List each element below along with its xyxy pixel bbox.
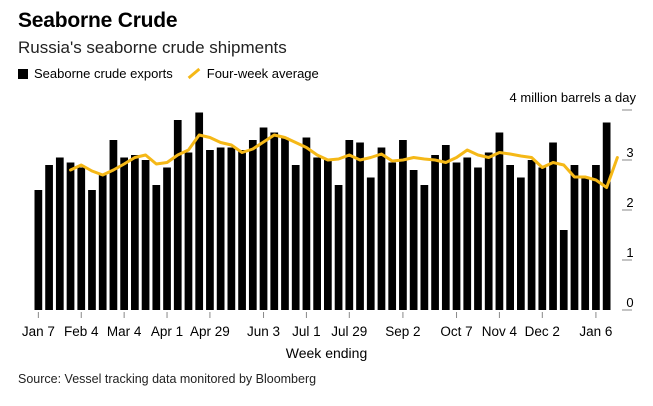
x-axis-title: Week ending: [285, 345, 368, 361]
export-bar: [452, 162, 461, 310]
export-bar: [302, 137, 311, 310]
x-tick-label: Dec 2: [525, 324, 560, 339]
export-bar: [163, 167, 171, 310]
export-bar: [66, 162, 75, 310]
export-bar: [248, 140, 257, 310]
export-bar: [334, 185, 343, 310]
x-tick-label: Jun 3: [247, 324, 280, 339]
y-tick-label: 1: [626, 245, 633, 260]
export-bar: [324, 160, 332, 310]
legend: Seaborne crude exports Four-week average: [18, 66, 319, 81]
export-bar: [506, 165, 514, 310]
export-bar: [377, 147, 386, 310]
export-bar: [527, 160, 536, 310]
export-bar: [474, 167, 482, 310]
x-tick-label: Sep 2: [385, 324, 420, 339]
export-bar: [409, 170, 418, 310]
bar-legend-swatch: [18, 68, 28, 79]
source-note: Source: Vessel tracking data monitored b…: [18, 372, 317, 386]
x-tick-label: Jan 6: [579, 324, 612, 339]
export-bar: [420, 185, 429, 310]
export-bar: [431, 155, 439, 310]
x-tick-label: Feb 4: [64, 324, 99, 339]
export-bar: [538, 167, 547, 310]
x-tick-label: Jan 7: [22, 324, 55, 339]
export-bar: [131, 155, 139, 310]
export-bar: [34, 190, 43, 310]
export-bar: [206, 150, 214, 310]
export-bar: [88, 190, 96, 310]
y-tick-label: 2: [626, 195, 633, 210]
chart-title: Seaborne Crude: [18, 9, 178, 32]
chart-subtitle: Russia's seaborne crude shipments: [18, 38, 287, 57]
y-tick-label: 3: [626, 145, 633, 160]
export-bar: [227, 147, 236, 310]
export-bar: [238, 150, 246, 310]
export-bar: [77, 167, 86, 310]
export-bar: [441, 145, 450, 310]
x-tick-label: Oct 7: [440, 324, 472, 339]
export-bar: [109, 140, 118, 310]
x-tick-label: Mar 4: [107, 324, 142, 339]
export-bar: [216, 147, 225, 310]
export-bar: [291, 165, 300, 310]
x-tick-label: Apr 29: [190, 324, 230, 339]
export-bar: [173, 120, 182, 310]
export-bar: [184, 152, 193, 310]
export-bar: [120, 157, 128, 310]
export-bar: [549, 142, 557, 310]
export-bar: [399, 140, 407, 310]
x-tick-label: Nov 4: [482, 324, 518, 339]
export-bar: [152, 185, 161, 310]
export-bar: [356, 142, 364, 310]
bar-legend-label: Seaborne crude exports: [34, 66, 173, 81]
export-bar: [517, 177, 525, 310]
four-week-average-line: [69, 133, 619, 189]
x-tick-label: Jul 1: [292, 324, 321, 339]
y-tick-label: 0: [626, 295, 633, 310]
export-bar: [270, 132, 279, 310]
x-tick-label: Jul 29: [331, 324, 367, 339]
export-bar: [570, 165, 579, 310]
export-bar: [313, 157, 321, 310]
export-bar: [98, 175, 107, 310]
export-bar: [484, 152, 493, 310]
export-bar: [602, 122, 611, 310]
export-bar: [463, 157, 472, 310]
export-bar: [388, 162, 397, 310]
export-bar: [592, 165, 600, 310]
export-bar: [366, 177, 375, 310]
x-tick-label: Apr 1: [151, 324, 183, 339]
export-bar: [259, 127, 268, 310]
export-bar: [559, 230, 568, 310]
export-bar: [345, 140, 354, 310]
line-legend-label: Four-week average: [206, 66, 319, 81]
export-bar: [195, 112, 204, 310]
export-bar: [55, 157, 64, 310]
export-bar: [281, 137, 289, 310]
export-bar: [45, 165, 53, 310]
export-bar: [495, 132, 504, 310]
y-axis-unit-label: 4 million barrels a day: [510, 90, 637, 105]
export-bar: [141, 160, 150, 310]
export-bar: [581, 177, 590, 310]
